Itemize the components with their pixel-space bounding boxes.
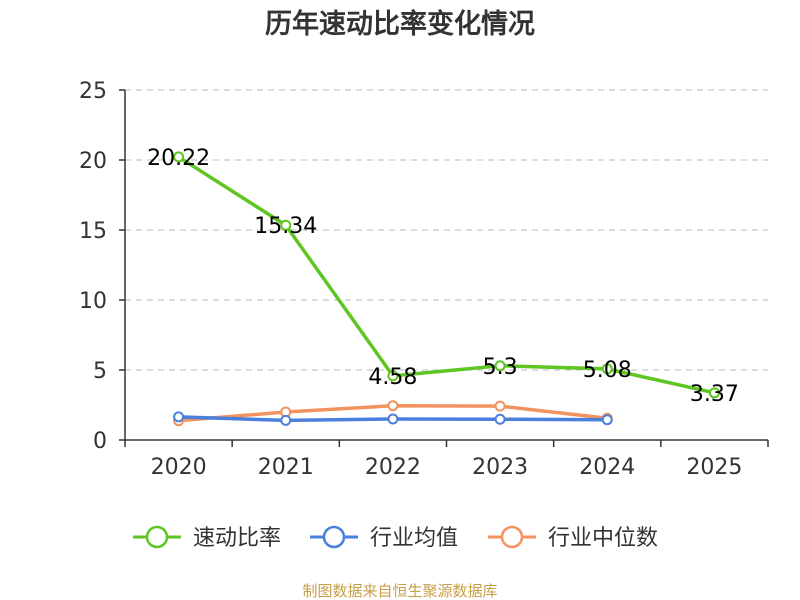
data-labels: 20.22 15.34 4.58 5.3 5.08 3.37 [147, 146, 739, 407]
y-tick-label: 10 [79, 289, 107, 314]
x-tick-label: 2020 [151, 455, 207, 480]
data-point [601, 363, 613, 375]
data-label: 20.22 [147, 146, 210, 171]
data-label: 5.3 [483, 355, 518, 380]
legend-item-2[interactable]: 行业中位数 [488, 525, 658, 551]
legend-marker [322, 525, 346, 549]
y-tick-label: 5 [93, 359, 107, 384]
data-label: 5.08 [583, 358, 632, 383]
data-point [387, 370, 399, 382]
y-tick-label: 25 [79, 79, 107, 104]
legend-item-0[interactable]: 速动比率 [133, 525, 281, 551]
legend-marker [145, 525, 169, 549]
data-point [494, 413, 506, 425]
data-point [173, 151, 185, 163]
data-point [708, 387, 720, 399]
chart-title: 历年速动比率变化情况 [265, 8, 535, 40]
grid-lines [125, 89, 768, 371]
y-tick-label: 0 [93, 429, 107, 454]
x-tick-label: 2025 [686, 455, 742, 480]
x-tick-label: 2022 [365, 455, 421, 480]
series-line-0 [176, 155, 717, 395]
data-point [601, 414, 613, 426]
x-tick-label: 2021 [258, 455, 314, 480]
source-note: 制图数据来自恒生聚源数据库 [302, 582, 497, 600]
data-point [280, 414, 292, 426]
data-point [173, 411, 185, 423]
y-tick-label: 20 [79, 149, 107, 174]
legend-label: 行业均值 [370, 526, 458, 551]
data-label: 3.37 [690, 382, 739, 407]
y-tick-label: 15 [79, 219, 107, 244]
x-tick-label: 2024 [579, 455, 635, 480]
legend-item-1[interactable]: 行业均值 [310, 525, 458, 551]
data-point [494, 400, 506, 412]
data-point [387, 413, 399, 425]
legend-label: 行业中位数 [548, 526, 658, 551]
x-tick-label: 2023 [472, 455, 528, 480]
legend-marker [500, 525, 524, 549]
legend-label: 速动比率 [193, 526, 281, 551]
data-point [280, 219, 292, 231]
data-point [494, 360, 506, 372]
data-point [387, 400, 399, 412]
data-label: 15.34 [254, 214, 317, 239]
legend[interactable]: 速动比率 行业均值 行业中位数 [133, 525, 658, 551]
series-lines [173, 151, 720, 427]
data-label: 4.58 [368, 365, 417, 390]
